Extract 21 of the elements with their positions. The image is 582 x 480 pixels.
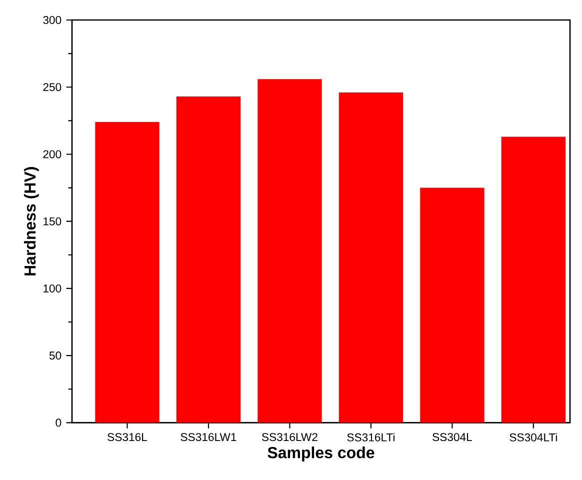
x-tick-label: SS316LW2 bbox=[262, 433, 318, 442]
x-tick-label: SS316L bbox=[108, 433, 148, 442]
x-axis-title: Samples code bbox=[268, 446, 374, 462]
y-axis-title: Hardness (HV) bbox=[24, 167, 39, 276]
y-tick-label: 0 bbox=[56, 418, 62, 427]
bar bbox=[95, 122, 160, 423]
y-tick-label: 200 bbox=[43, 150, 62, 158]
y-tick-label: 250 bbox=[43, 83, 62, 92]
bar bbox=[176, 96, 241, 423]
x-tick-label: SS304LTi bbox=[510, 433, 557, 442]
bar bbox=[501, 136, 566, 423]
bar bbox=[338, 92, 404, 423]
y-tick-label: 300 bbox=[43, 16, 62, 24]
x-tick-label: SS316LW1 bbox=[180, 433, 236, 442]
x-tick-label: SS316LTi bbox=[347, 433, 394, 442]
y-tick-label: 100 bbox=[44, 284, 62, 292]
y-tick-label: 50 bbox=[49, 352, 62, 360]
bar bbox=[420, 188, 484, 423]
y-tick-label: 150 bbox=[44, 217, 62, 226]
x-tick-label: SS304L bbox=[432, 433, 472, 442]
bar bbox=[258, 79, 322, 423]
